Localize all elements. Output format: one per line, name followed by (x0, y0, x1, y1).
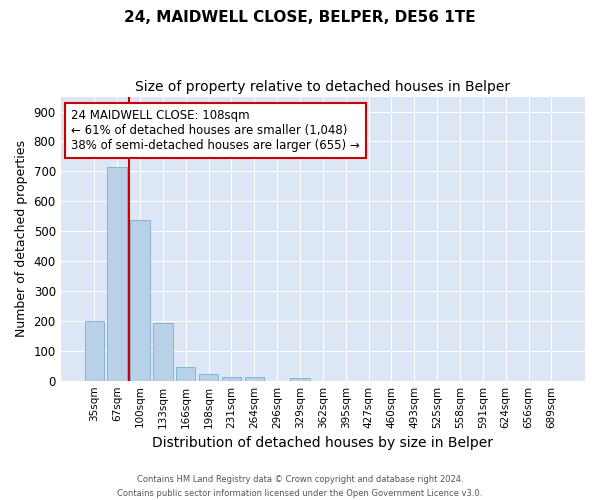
Bar (290, 378, 310, 380)
Text: Contains HM Land Registry data © Crown copyright and database right 2024.
Contai: Contains HM Land Registry data © Crown c… (118, 476, 482, 498)
X-axis label: Distribution of detached houses by size in Belper: Distribution of detached houses by size … (152, 436, 493, 450)
Y-axis label: Number of detached properties: Number of detached properties (15, 140, 28, 337)
Bar (130, 220, 149, 380)
Bar (199, 374, 218, 380)
Text: 24 MAIDWELL CLOSE: 108sqm
← 61% of detached houses are smaller (1,048)
38% of se: 24 MAIDWELL CLOSE: 108sqm ← 61% of detac… (71, 110, 360, 152)
Bar (153, 324, 173, 380)
Bar (221, 377, 241, 380)
Text: 24, MAIDWELL CLOSE, BELPER, DE56 1TE: 24, MAIDWELL CLOSE, BELPER, DE56 1TE (124, 10, 476, 25)
Bar (107, 166, 127, 380)
Title: Size of property relative to detached houses in Belper: Size of property relative to detached ho… (135, 80, 511, 94)
Bar (176, 366, 196, 380)
Bar (85, 321, 104, 380)
Bar (245, 378, 264, 380)
